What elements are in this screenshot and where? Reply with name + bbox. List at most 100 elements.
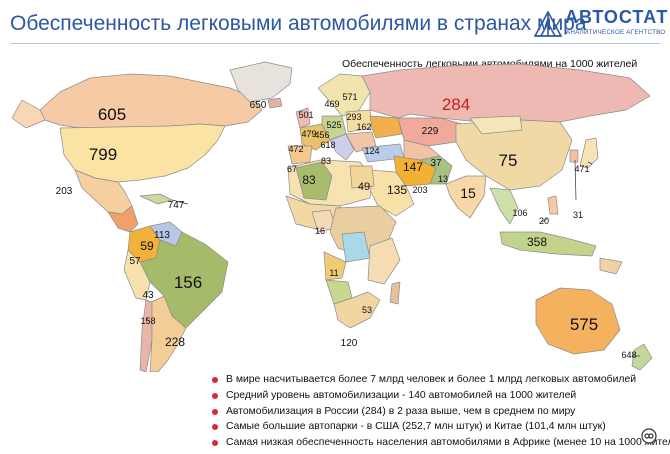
value-label-germany: 525	[326, 120, 341, 130]
scandinavia-region	[317, 73, 371, 117]
bullet-dot-icon	[212, 408, 218, 415]
value-label-new-zealand: 648	[621, 350, 636, 360]
value-label-china: 75	[499, 151, 518, 170]
mongolia-region	[469, 115, 523, 135]
value-label-venezuela: 113	[154, 230, 170, 241]
value-label-central-america: 57	[129, 256, 141, 267]
value-label-iran: 147	[403, 160, 423, 174]
key-fact-text: Автомобилизация в России (284) в 2 раза …	[226, 405, 576, 417]
france-region	[299, 123, 331, 151]
australia-region	[535, 287, 621, 355]
value-label-brazil: 156	[174, 273, 202, 292]
value-label-turkey: 124	[364, 146, 379, 156]
value-label-russia: 284	[442, 95, 470, 114]
southeast-asia-region	[489, 187, 519, 225]
value-label-thailand: 106	[512, 208, 527, 218]
argentina-region	[149, 295, 187, 372]
india-region	[445, 175, 487, 219]
value-label-ukraine: 162	[356, 122, 371, 132]
east-africa-region	[367, 237, 401, 285]
value-label-oman-uae: 203	[412, 185, 427, 195]
bullet-dot-icon	[212, 377, 218, 383]
value-label-angola: 11	[329, 268, 338, 278]
key-fact-item: Самая низкая обеспеченность населения ав…	[212, 435, 670, 451]
value-label-greenland-iceland: 650	[250, 100, 267, 111]
map-leader-lines	[145, 159, 640, 357]
landmasses	[11, 61, 653, 372]
value-label-indonesia: 358	[527, 235, 547, 249]
value-label-mexico: 203	[56, 186, 73, 197]
key-fact-item: Самые большие автопарки - в США (252,7 м…	[212, 419, 670, 435]
value-label-argentina: 228	[165, 335, 185, 349]
bullet-dot-icon	[212, 440, 218, 447]
key-fact-text: Средний уровень автомобилизации - 140 ав…	[226, 389, 577, 401]
value-label-namibia: 53	[362, 305, 372, 315]
avtostat-logo	[533, 10, 563, 37]
south-africa-region	[333, 291, 381, 329]
value-label-uk: 456	[314, 130, 329, 140]
algeria-region	[295, 161, 333, 201]
value-label-sweden: 469	[324, 99, 339, 109]
watermark-icon	[641, 428, 657, 444]
uk-region	[295, 107, 311, 129]
value-label-cuba: 747	[168, 200, 185, 211]
angola-region	[323, 251, 347, 281]
value-label-colombia: 59	[140, 239, 154, 253]
bullet-dot-icon	[212, 392, 218, 399]
value-label-japan: 471	[574, 164, 589, 174]
egypt-region	[349, 165, 375, 189]
key-facts-list: В мире насчитывается более 7 млрд челове…	[212, 372, 670, 451]
country-value-labels: 605 799 203 747 650 57 59 113 156 43 158…	[56, 92, 637, 360]
canada-region	[39, 73, 263, 129]
value-label-usa: 799	[89, 145, 117, 164]
value-label-india: 15	[460, 185, 476, 201]
value-label-spain: 479	[301, 129, 316, 139]
value-label-france: 501	[298, 110, 313, 120]
value-label-portugal: 472	[288, 144, 303, 154]
key-fact-text: Самые большие автопарки - в США (252,7 м…	[226, 421, 606, 433]
chile-region	[139, 299, 153, 372]
china-region	[455, 119, 573, 191]
map-subtitle: Обеспеченность легковыми автомобилями на…	[342, 58, 638, 70]
bullet-dot-icon	[212, 424, 218, 431]
key-fact-item: В мире насчитывается более 7 млрд челове…	[212, 372, 670, 388]
italy-region	[329, 133, 355, 161]
value-label-south-africa: 120	[341, 338, 358, 349]
key-fact-item: Автомобилизация в России (284) в 2 раза …	[212, 404, 670, 420]
value-label-chile: 158	[140, 316, 155, 326]
value-label-poland: 293	[346, 112, 361, 122]
value-label-south-korea: 31	[573, 210, 583, 220]
logo-wordmark: АВТОСТАТ	[565, 7, 669, 27]
value-label-italy: 618	[320, 140, 335, 150]
value-label-canada: 605	[98, 105, 126, 124]
key-fact-text: В мире насчитывается более 7 млрд челове…	[226, 374, 637, 385]
title-divider	[10, 43, 660, 44]
japan-region	[579, 137, 599, 169]
page-title: Обеспеченность легковыми автомобилями в …	[10, 12, 587, 35]
key-fact-item: Средний уровень автомобилизации - 140 ав…	[212, 388, 670, 404]
greenland-region	[229, 61, 293, 103]
value-label-morocco: 67	[287, 164, 297, 174]
spain-region	[287, 145, 313, 165]
value-label-saudi-arabia: 135	[387, 183, 407, 197]
philippines-region	[547, 195, 559, 215]
value-label-egypt: 49	[358, 181, 370, 193]
value-label-algeria: 83	[302, 173, 316, 187]
value-label-nigeria: 16	[315, 226, 325, 236]
avtostat-logo-icon	[533, 10, 563, 37]
value-label-balkans: 83	[321, 156, 331, 166]
ukraine-region	[369, 115, 403, 139]
madagascar-region	[389, 281, 401, 305]
logo-tagline: АНАЛИТИЧЕСКОЕ АГЕНТСТВО	[566, 29, 666, 36]
central-america-region	[107, 205, 139, 233]
value-label-turkmenistan: 37	[430, 158, 442, 169]
brazil-region	[139, 231, 229, 329]
russia-region	[361, 63, 651, 123]
key-fact-text: Самая низкая обеспеченность населения ав…	[226, 437, 670, 449]
alaska-region	[11, 99, 46, 129]
indonesia-region	[499, 231, 597, 257]
value-label-pakistan-afghanistan: 13	[438, 174, 448, 184]
new-zealand-region	[631, 343, 653, 371]
value-label-peru: 43	[142, 290, 154, 301]
value-label-finland: 571	[342, 92, 357, 102]
